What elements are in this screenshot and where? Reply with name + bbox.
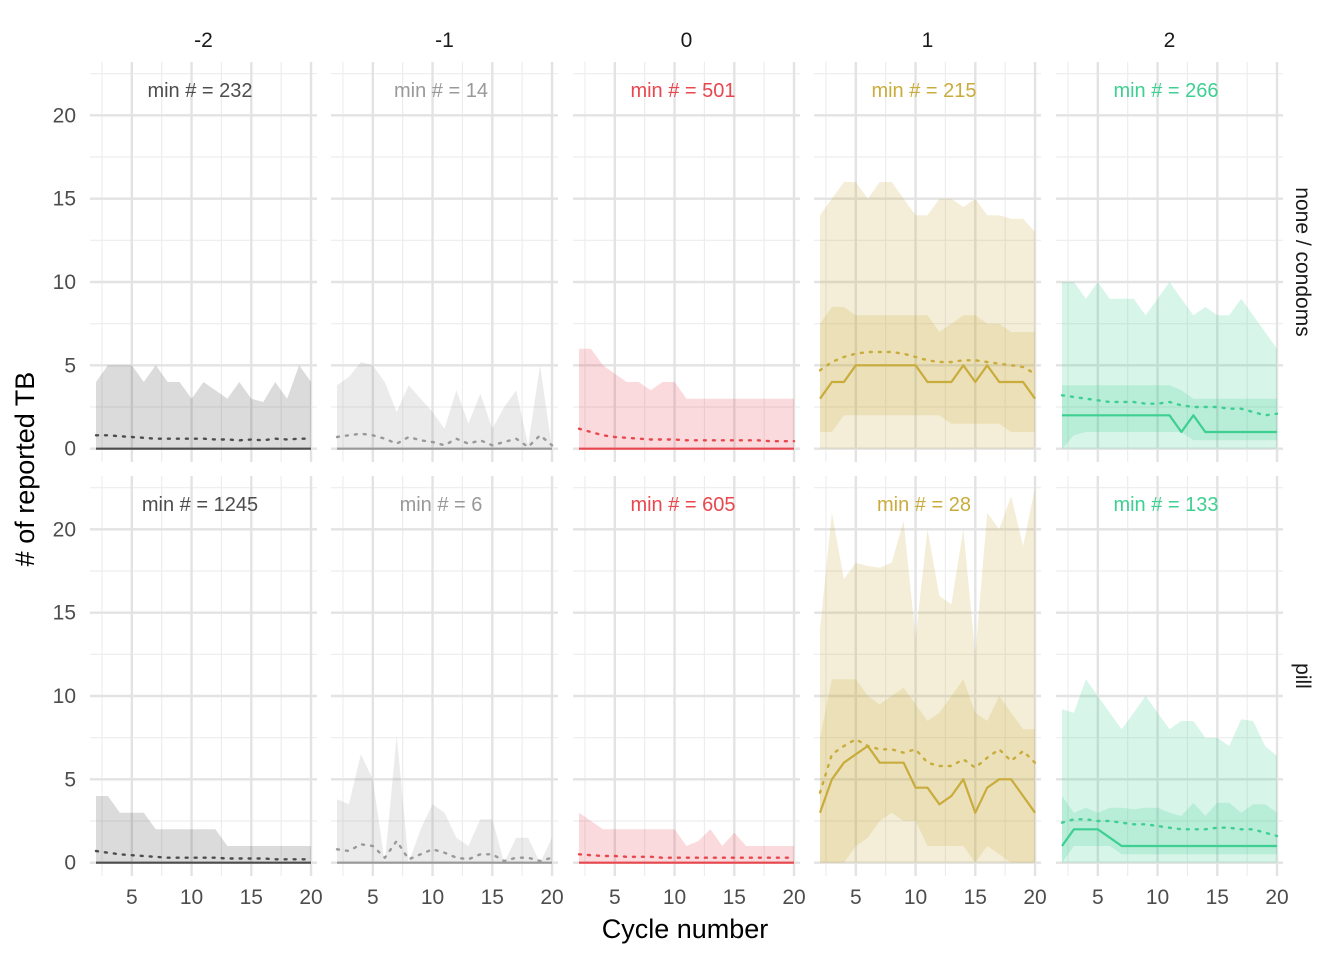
panel-annotation: min # = 605 [630, 494, 735, 516]
outer-interval-band-r0c0 [96, 365, 311, 449]
outer-interval-band-r0c2 [579, 348, 794, 449]
column-strip-label: 1 [922, 29, 934, 52]
outer-interval-band-r1c4 [1062, 679, 1277, 863]
y-tick-label: 20 [53, 518, 76, 541]
panel-annotation: min # = 232 [147, 80, 252, 102]
mean-line-r0c4 [1060, 394, 1279, 417]
inner-interval-band-r1c3 [820, 679, 1035, 863]
inner-interval-band-r0c3 [820, 307, 1035, 432]
x-tick-label: 5 [609, 886, 621, 909]
x-tick-label: 15 [481, 886, 504, 909]
x-tick-label: 5 [1092, 886, 1104, 909]
outer-interval-band-r1c1 [337, 736, 552, 863]
x-tick-label: 5 [367, 886, 379, 909]
mean-line-r1c2 [577, 853, 796, 859]
outer-interval-band-r1c2 [579, 812, 794, 863]
outer-interval-band-r0c3 [820, 182, 1035, 449]
outer-interval-band-r1c0 [96, 796, 311, 863]
x-tick-label: 5 [126, 886, 138, 909]
x-tick-label: 20 [1265, 886, 1288, 909]
x-tick-label: 10 [421, 886, 444, 909]
x-tick-label: 15 [723, 886, 746, 909]
x-tick-label: 10 [904, 886, 927, 909]
panel-annotation: min # = 501 [630, 80, 735, 102]
panel-annotation: min # = 14 [394, 80, 488, 102]
panel-annotation: min # = 266 [1113, 80, 1218, 102]
y-tick-label: 15 [53, 188, 76, 211]
panel-annotation: min # = 133 [1113, 494, 1218, 516]
x-tick-label: 20 [782, 886, 805, 909]
label-layer: min # = 232 min # = 14 min # = 501 min # = … [53, 29, 1314, 909]
x-tick-label: 15 [240, 886, 263, 909]
x-tick-label: 10 [663, 886, 686, 909]
mean-line-r1c0 [94, 849, 313, 861]
x-tick-label: 5 [850, 886, 862, 909]
x-tick-label: 15 [964, 886, 987, 909]
panel-annotation: min # = 6 [400, 494, 483, 516]
median-line-r0c3 [819, 364, 1036, 400]
mean-line-r0c1 [335, 432, 554, 449]
mean-line-r0c0 [94, 434, 313, 442]
panel-annotation: min # = 215 [871, 80, 976, 102]
x-tick-label: 15 [1206, 886, 1229, 909]
column-strip-label: 2 [1164, 29, 1176, 52]
column-strip-label: -1 [435, 29, 454, 52]
x-axis-title: Cycle number [602, 914, 769, 944]
y-tick-label: 5 [64, 768, 76, 791]
y-tick-label: 10 [53, 685, 76, 708]
y-tick-label: 0 [64, 852, 76, 875]
mean-line-r1c1 [335, 838, 554, 863]
median-line-r0c4 [1062, 414, 1277, 434]
x-tick-label: 10 [180, 886, 203, 909]
row-strip-label: none / condoms [1291, 187, 1314, 336]
y-tick-label: 0 [64, 438, 76, 461]
median-line-r1c4 [1061, 828, 1277, 848]
y-axis-title: # of reported TB [10, 372, 40, 567]
column-strip-label: -2 [194, 29, 213, 52]
x-tick-label: 10 [1146, 886, 1169, 909]
x-tick-label: 20 [299, 886, 322, 909]
panel-annotation: min # = 1245 [142, 494, 258, 516]
mean-line-r1c4 [1060, 818, 1279, 838]
panel-annotation: min # = 28 [877, 494, 971, 516]
y-tick-label: 10 [53, 271, 76, 294]
y-tick-label: 5 [64, 354, 76, 377]
grid-layer [90, 62, 1283, 876]
y-tick-label: 15 [53, 602, 76, 625]
column-strip-label: 0 [681, 29, 693, 52]
x-tick-label: 20 [540, 886, 563, 909]
outer-interval-band-r1c3 [820, 487, 1035, 863]
data-layer [94, 182, 1279, 864]
median-line-r1c3 [818, 744, 1036, 814]
outer-interval-band-r0c1 [337, 362, 552, 449]
row-strip-label: pill [1291, 663, 1314, 689]
x-tick-label: 20 [1023, 886, 1046, 909]
y-tick-label: 20 [53, 104, 76, 127]
mean-line-r0c2 [577, 427, 796, 443]
